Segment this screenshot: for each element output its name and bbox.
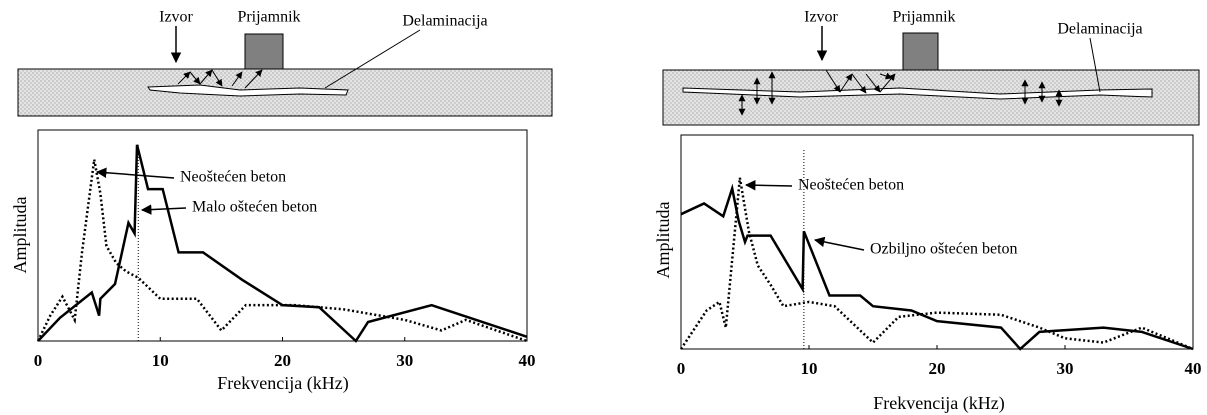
receiver	[244, 33, 284, 70]
defect-label: Delaminacija	[1057, 21, 1142, 38]
y-axis-label: Amplituda	[10, 196, 30, 273]
callout-arrow	[744, 179, 793, 191]
defect-leader	[1089, 37, 1101, 93]
wave-arrow	[211, 69, 223, 87]
series-label: Ozbiljno oštećen beton	[870, 241, 1018, 258]
x-tick-label: 0	[677, 359, 686, 378]
series-label: Malo oštećen beton	[192, 199, 317, 216]
wave-arrow	[825, 69, 841, 93]
callout-arrow	[140, 204, 187, 215]
x-tick-label: 30	[1057, 359, 1074, 378]
y-axis-label: Amplituda	[653, 201, 673, 278]
concrete-slab	[662, 69, 1200, 126]
x-tick-label: 40	[1185, 359, 1202, 378]
receiver	[902, 32, 939, 71]
x-tick-label: 10	[152, 351, 169, 370]
defect-label: Delaminacija	[402, 13, 487, 30]
callout-arrow	[813, 236, 865, 251]
x-tick-label: 10	[801, 359, 818, 378]
plot-frame	[37, 129, 528, 342]
series-line	[36, 159, 528, 343]
x-tick-label: 40	[519, 351, 536, 370]
wave-arrow	[177, 71, 191, 85]
series-label: Neoštećen beton	[798, 177, 904, 194]
series-line	[679, 177, 1194, 351]
delamination	[682, 87, 1153, 100]
x-tick-label: 0	[34, 351, 43, 370]
wave-arrow	[839, 73, 853, 93]
receiver-label: Prijamnik	[237, 9, 300, 26]
wave-arrow	[231, 71, 243, 87]
delamination	[147, 84, 349, 97]
wave-arrow	[851, 73, 867, 94]
x-tick-label: 30	[396, 351, 413, 370]
x-axis-label: Frekvencija (kHz)	[873, 393, 1004, 414]
series-line	[37, 144, 528, 343]
wave-arrow	[244, 69, 263, 89]
wave-arrow	[879, 72, 893, 80]
wave-arrow	[199, 69, 213, 85]
x-axis-label: Frekvencija (kHz)	[217, 373, 348, 394]
wave-arrow	[865, 73, 881, 93]
defect-leader	[324, 29, 421, 89]
x-tick-label: 20	[274, 351, 291, 370]
source-label: Izvor	[804, 9, 838, 26]
series-line	[680, 183, 1194, 351]
source-label: Izvor	[159, 9, 193, 26]
receiver-label: Prijamnik	[892, 9, 955, 26]
wave-arrow	[189, 71, 201, 85]
x-tick-label: 20	[929, 359, 946, 378]
series-label: Neoštećen beton	[180, 169, 286, 186]
